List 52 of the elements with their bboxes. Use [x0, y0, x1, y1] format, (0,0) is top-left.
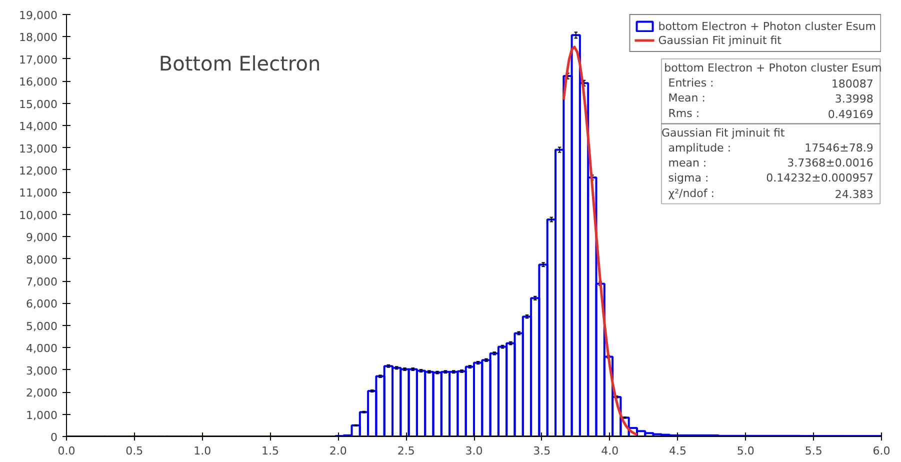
y-tick-label: 18,000 — [19, 31, 58, 44]
x-tick-label: 1.5 — [262, 444, 280, 458]
x-tick-label: 2.5 — [397, 444, 415, 458]
x-tick-label: 1.0 — [194, 444, 212, 458]
annotation: 180087 — [831, 78, 874, 91]
x-tick-label: 3.5 — [533, 444, 551, 458]
annotation: Gaussian Fit jminuit fit — [661, 126, 786, 140]
annotation: 0.14232±0.000957 — [766, 172, 874, 185]
annotation: 17546±78.9 — [804, 141, 874, 154]
annotation: 3.7368±0.0016 — [787, 156, 874, 170]
y-tick-label: 9,000 — [26, 231, 58, 244]
y-tick-label: 1,000 — [26, 408, 58, 422]
y-tick-label: 15,000 — [19, 98, 58, 111]
annotation: bottom Electron + Photon cluster Esum — [664, 61, 882, 74]
y-tick-label: 6,000 — [26, 298, 58, 311]
x-tick-label: 6.0 — [872, 444, 890, 458]
x-tick-label: 5.5 — [804, 444, 822, 458]
y-tick-label: 16,000 — [19, 76, 58, 89]
y-tick-label: 0 — [50, 431, 58, 444]
y-tick-label: 14,000 — [19, 120, 58, 134]
y-tick-label: 4,000 — [26, 342, 58, 356]
annotation: Entries : — [668, 76, 714, 90]
annotation: mean : — [668, 156, 707, 170]
x-tick-label: 3.0 — [465, 444, 483, 458]
y-tick-label: 5,000 — [26, 320, 58, 333]
y-tick-label: 8,000 — [26, 253, 58, 266]
y-tick-label: 7,000 — [26, 276, 58, 289]
y-tick-label: 19,000 — [19, 9, 58, 22]
legend-label: bottom Electron + Photon cluster Esum — [658, 19, 876, 33]
x-tick-label: 0.5 — [126, 444, 144, 458]
x-tick-label: 2.0 — [329, 444, 347, 458]
x-tick-label: 5.0 — [736, 444, 754, 458]
annotation: sigma : — [668, 172, 709, 185]
x-tick-label: 4.0 — [601, 444, 619, 458]
annotation: Rms : — [668, 106, 700, 120]
annotation: 24.383 — [834, 188, 874, 201]
y-tick-label: 12,000 — [19, 164, 58, 178]
y-tick-label: 3,000 — [26, 364, 58, 378]
x-tick-label: 0.0 — [58, 444, 76, 458]
y-tick-label: 10,000 — [19, 208, 58, 222]
y-tick-label: 11,000 — [19, 186, 58, 200]
annotation: 3.3998 — [834, 92, 874, 106]
annotation: amplitude : — [668, 141, 732, 154]
x-tick-label: 4.5 — [669, 444, 687, 458]
y-tick-label: 13,000 — [19, 142, 58, 156]
y-tick-label: 2,000 — [26, 386, 58, 400]
legend-label: Gaussian Fit jminuit fit — [658, 33, 782, 47]
annotation: χ²/ndof : — [668, 186, 714, 200]
annotation: 0.49169 — [828, 108, 874, 121]
annotation: Mean : — [668, 92, 706, 105]
text: Bottom Electron — [158, 51, 321, 76]
y-tick-label: 17,000 — [19, 53, 58, 66]
